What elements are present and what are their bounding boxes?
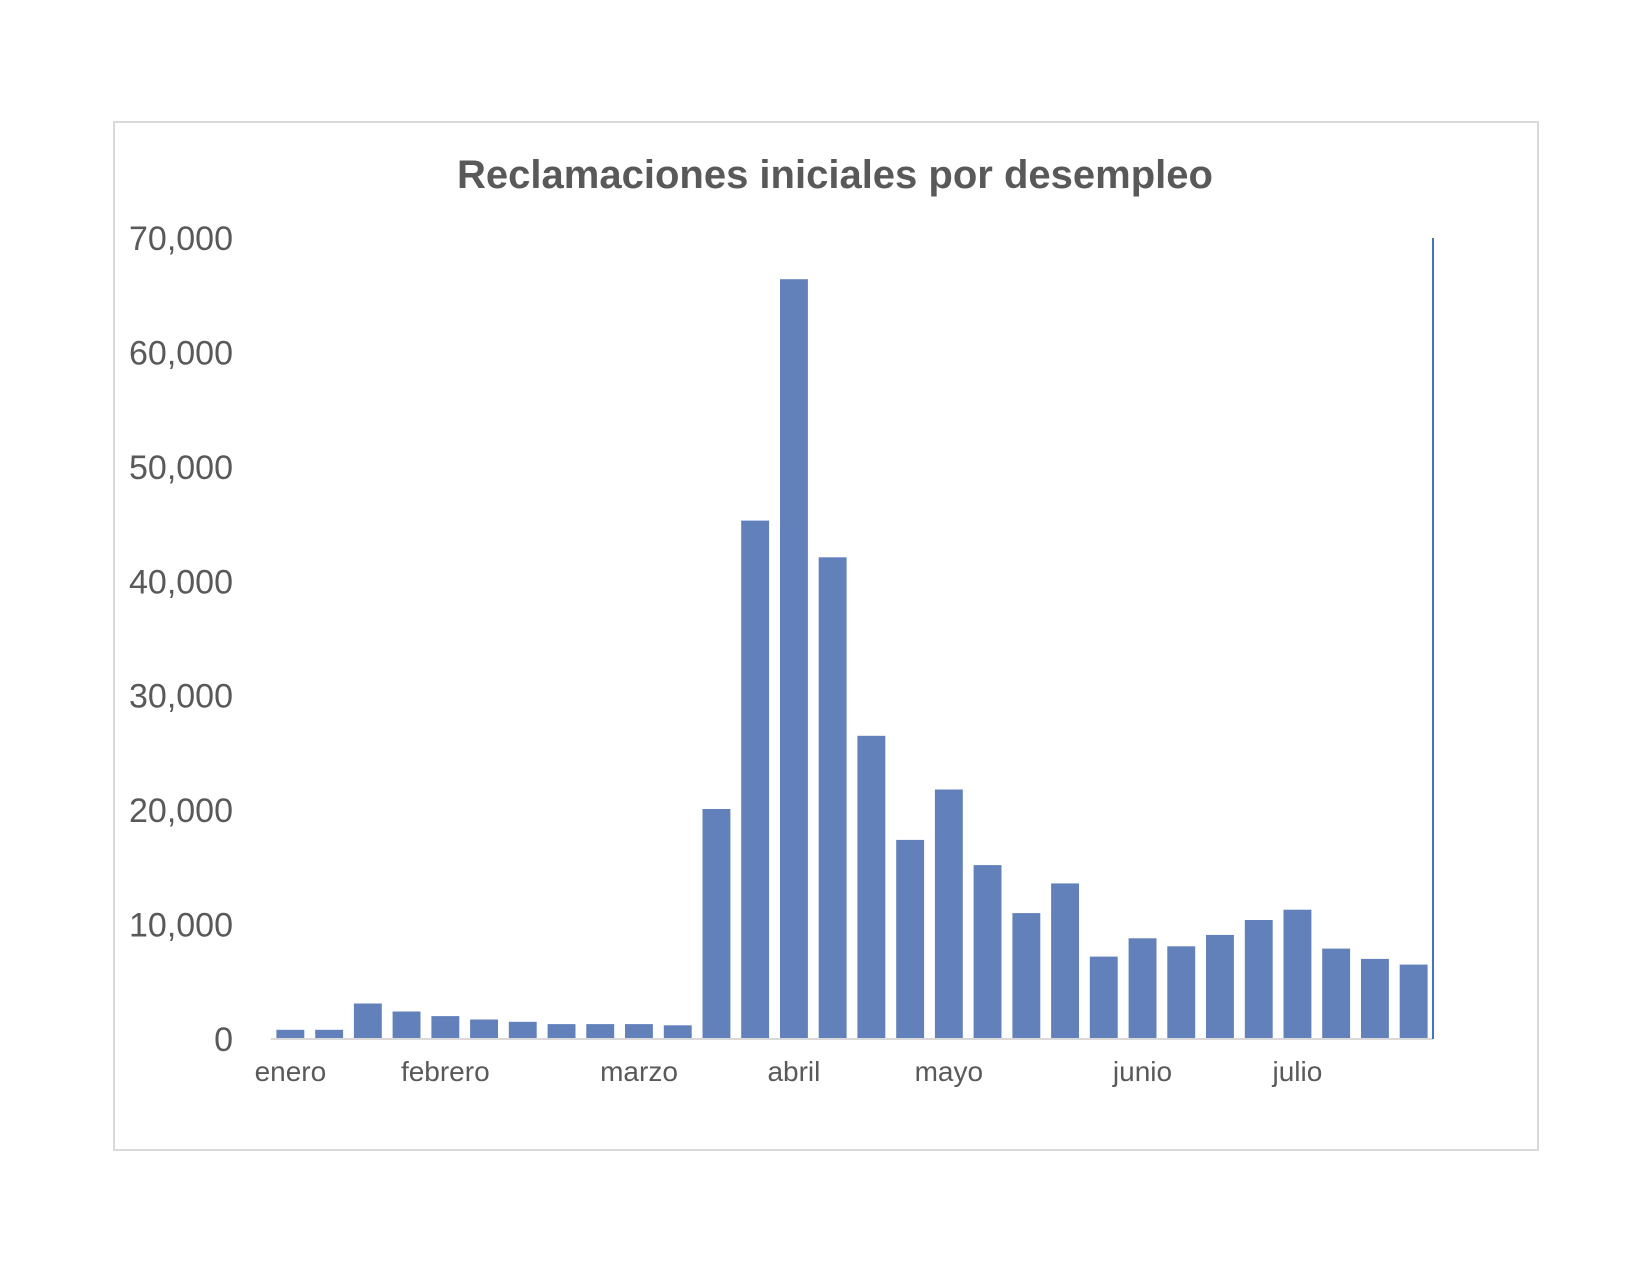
bar — [586, 1024, 615, 1039]
bar — [780, 279, 808, 1039]
bar — [1051, 883, 1079, 1039]
bar — [857, 735, 886, 1039]
bar — [702, 809, 731, 1039]
bar — [1322, 948, 1351, 1039]
bar — [431, 1016, 460, 1039]
bar — [353, 1003, 382, 1039]
bar — [896, 839, 925, 1039]
y-tick-label: 30,000 — [129, 678, 233, 716]
bar — [1244, 920, 1273, 1039]
x-tick-label: julio — [1271, 1056, 1322, 1087]
bars — [276, 279, 1428, 1039]
bar — [663, 1025, 692, 1039]
y-axis: 0 10,000 20,000 30,000 40,000 50,000 60,000 70,… — [129, 220, 233, 1059]
bar — [1283, 909, 1312, 1039]
bar — [934, 789, 963, 1039]
y-tick-label: 60,000 — [129, 334, 233, 372]
bar — [625, 1024, 653, 1039]
bar — [818, 557, 847, 1039]
y-tick-label: 50,000 — [129, 449, 233, 487]
bar — [1361, 958, 1389, 1039]
bar — [973, 865, 1002, 1039]
x-tick-label: febrero — [401, 1056, 490, 1087]
bar — [276, 1029, 305, 1039]
y-tick-label: 70,000 — [129, 220, 233, 258]
y-tick-label: 40,000 — [129, 563, 233, 601]
bar — [392, 1011, 421, 1039]
x-tick-label: enero — [255, 1056, 327, 1087]
bar — [1089, 956, 1118, 1039]
bar — [508, 1021, 537, 1039]
x-axis: enero febrero marzo abril mayo junio julio — [255, 1056, 1323, 1087]
y-tick-label: 20,000 — [129, 792, 233, 830]
x-tick-label: junio — [1112, 1056, 1172, 1087]
bar — [1128, 938, 1157, 1039]
y-tick-label: 10,000 — [129, 907, 233, 945]
bar-chart: Reclamaciones iniciales por desempleo 0 1… — [129, 153, 1434, 1087]
bar — [470, 1019, 498, 1039]
x-tick-label: mayo — [915, 1056, 983, 1087]
bar — [1012, 913, 1041, 1039]
bar — [1167, 946, 1196, 1039]
bar — [547, 1024, 576, 1039]
bar — [1399, 964, 1428, 1039]
x-tick-label: marzo — [600, 1056, 678, 1087]
bar — [1206, 934, 1234, 1039]
y-tick-label: 0 — [214, 1021, 233, 1059]
bar — [741, 520, 770, 1039]
bar — [315, 1029, 344, 1039]
chart-title: Reclamaciones iniciales por desempleo — [457, 153, 1213, 197]
chart-area: Reclamaciones iniciales por desempleo 0 1… — [113, 121, 1539, 1151]
x-tick-label: abril — [767, 1056, 820, 1087]
